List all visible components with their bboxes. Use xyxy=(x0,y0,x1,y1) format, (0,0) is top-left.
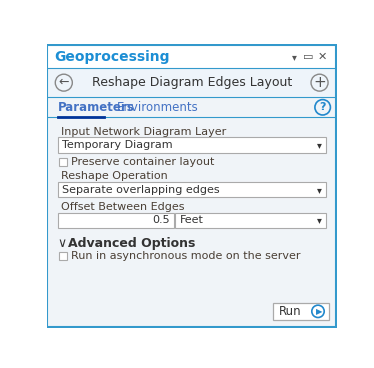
Bar xyxy=(47,97,337,117)
Bar xyxy=(58,137,326,153)
Text: Run: Run xyxy=(279,305,301,318)
Text: Environments: Environments xyxy=(116,101,198,114)
Bar xyxy=(47,68,337,97)
Text: ?: ? xyxy=(319,102,326,112)
Text: Advanced Options: Advanced Options xyxy=(68,237,196,251)
Text: Temporary Diagram: Temporary Diagram xyxy=(62,140,173,150)
Text: Geoprocessing: Geoprocessing xyxy=(55,50,170,64)
Text: ▾: ▾ xyxy=(292,52,297,62)
Bar xyxy=(58,213,174,228)
Text: Feet: Feet xyxy=(180,216,204,226)
Text: Parameters: Parameters xyxy=(58,101,134,114)
Text: Preserve container layout: Preserve container layout xyxy=(71,157,214,167)
Text: ▭: ▭ xyxy=(303,52,313,62)
Bar xyxy=(59,252,67,260)
Text: ∨: ∨ xyxy=(58,237,67,251)
Text: Reshape Diagram Edges Layout: Reshape Diagram Edges Layout xyxy=(92,76,292,89)
Text: Run in asynchronous mode on the server: Run in asynchronous mode on the server xyxy=(71,251,300,261)
Bar xyxy=(47,46,337,68)
Bar xyxy=(58,182,326,197)
Text: ▾: ▾ xyxy=(317,140,322,150)
Text: +: + xyxy=(313,75,326,90)
Bar xyxy=(47,44,337,46)
Text: Offset Between Edges: Offset Between Edges xyxy=(61,202,184,212)
Text: Reshape Operation: Reshape Operation xyxy=(61,171,168,181)
Bar xyxy=(273,303,329,320)
Text: Input Network Diagram Layer: Input Network Diagram Layer xyxy=(61,127,226,137)
Text: ▶: ▶ xyxy=(316,307,322,316)
Text: ←: ← xyxy=(59,76,69,89)
Bar xyxy=(59,158,67,166)
Text: ▾: ▾ xyxy=(317,185,322,195)
Text: Separate overlapping edges: Separate overlapping edges xyxy=(62,185,220,195)
Text: ▾: ▾ xyxy=(317,216,322,226)
Bar xyxy=(175,213,326,228)
Text: 0.5: 0.5 xyxy=(152,216,170,226)
Text: ✕: ✕ xyxy=(318,52,327,62)
